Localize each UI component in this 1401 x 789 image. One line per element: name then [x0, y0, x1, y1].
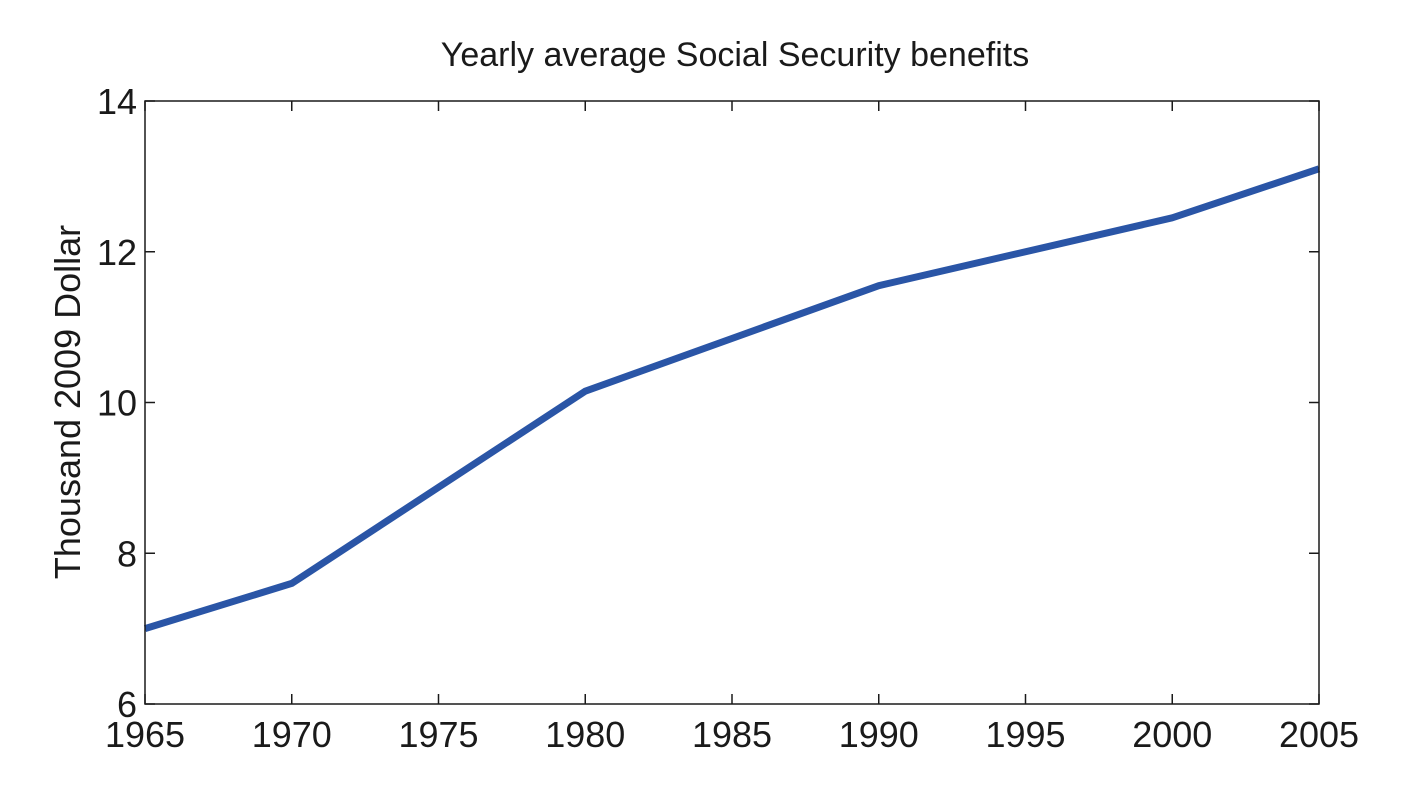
- plot-frame: [144, 100, 1320, 705]
- x-tick-label-1980: 1980: [545, 714, 625, 755]
- x-tick-label-2005: 2005: [1279, 714, 1359, 755]
- x-tick-label-1970: 1970: [252, 714, 332, 755]
- y-axis-label: Thousand 2009 Dollar: [47, 225, 88, 579]
- y-tick-label-6: 6: [117, 684, 137, 725]
- x-tick-label-1990: 1990: [839, 714, 919, 755]
- series-line-0: [143, 165, 1321, 632]
- x-tick-label-2000: 2000: [1132, 714, 1212, 755]
- x-tick-label-1965: 1965: [105, 714, 185, 755]
- y-tick-label-12: 12: [97, 232, 137, 273]
- y-tick-label-8: 8: [117, 533, 137, 574]
- y-tick-label-14: 14: [97, 81, 137, 122]
- y-tick-label-10: 10: [97, 383, 137, 424]
- series-layer: [143, 165, 1321, 632]
- x-tick-label-1995: 1995: [985, 714, 1065, 755]
- ticks-layer: 1965 1970 1975 1980 1985 1990 1995 2000 2005 6 8 10…: [97, 81, 1359, 755]
- x-tick-label-1975: 1975: [398, 714, 478, 755]
- chart-title: Yearly average Social Security benefits: [441, 36, 1029, 74]
- x-tick-label-1985: 1985: [692, 714, 772, 755]
